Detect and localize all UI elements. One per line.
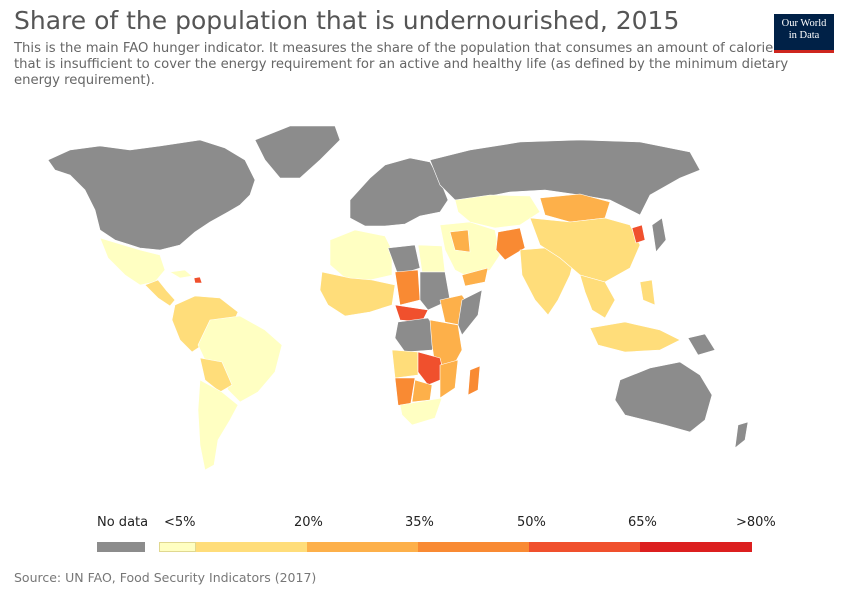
legend-label-2: 35% bbox=[405, 515, 434, 530]
legend-no-data-swatch[interactable] bbox=[97, 542, 145, 552]
region-libya[interactable] bbox=[387, 244, 421, 276]
legend: No data <5% 20% 35% 50% 65% >80% bbox=[0, 512, 850, 562]
region-zambia-zimbabwe[interactable] bbox=[417, 351, 446, 386]
region-yemen[interactable] bbox=[461, 267, 489, 287]
source-note[interactable]: Source: UN FAO, Food Security Indicators… bbox=[14, 570, 317, 585]
legend-label-5: >80% bbox=[736, 515, 776, 530]
region-north-america[interactable] bbox=[47, 139, 256, 251]
region-southeast-asia[interactable] bbox=[579, 274, 616, 319]
legend-no-data-label: No data bbox=[97, 515, 149, 530]
legend-swatch-4[interactable] bbox=[529, 542, 640, 552]
region-egypt[interactable] bbox=[417, 244, 446, 273]
region-southern-cone[interactable] bbox=[197, 379, 239, 471]
legend-swatch-0[interactable] bbox=[159, 542, 196, 552]
legend-swatch-3[interactable] bbox=[418, 542, 529, 552]
region-iraq[interactable] bbox=[449, 229, 471, 253]
region-philippines[interactable] bbox=[639, 279, 656, 306]
region-brazil[interactable] bbox=[197, 315, 283, 403]
region-chad[interactable] bbox=[394, 269, 421, 306]
legend-swatch-5[interactable] bbox=[640, 542, 752, 552]
region-new-zealand[interactable] bbox=[734, 421, 749, 449]
region-madagascar[interactable] bbox=[467, 365, 481, 396]
region-angola[interactable] bbox=[391, 349, 419, 379]
region-greenland[interactable] bbox=[254, 125, 341, 179]
region-china[interactable] bbox=[529, 217, 641, 283]
legend-label-1: 20% bbox=[294, 515, 323, 530]
region-caribbean[interactable] bbox=[169, 269, 193, 279]
region-papua-new-guinea[interactable] bbox=[687, 333, 716, 356]
region-paraguay-bolivia[interactable] bbox=[199, 357, 233, 393]
region-north-korea[interactable] bbox=[631, 224, 646, 244]
chart-subtitle: This is the main FAO hunger indicator. I… bbox=[14, 41, 789, 88]
region-mozambique[interactable] bbox=[439, 359, 459, 399]
region-north-africa[interactable] bbox=[329, 229, 393, 281]
region-haiti[interactable] bbox=[193, 276, 203, 284]
legend-label-0: <5% bbox=[164, 515, 196, 530]
region-south-africa[interactable] bbox=[399, 397, 443, 426]
region-indonesia[interactable] bbox=[589, 321, 681, 353]
logo-line-2: in Data bbox=[788, 30, 820, 41]
legend-label-4: 65% bbox=[628, 515, 657, 530]
region-afghanistan[interactable] bbox=[495, 227, 526, 261]
region-west-africa[interactable] bbox=[319, 271, 396, 317]
region-australia[interactable] bbox=[614, 361, 713, 433]
legend-swatch-1[interactable] bbox=[196, 542, 307, 552]
legend-swatch-2[interactable] bbox=[307, 542, 418, 552]
region-central-asia[interactable] bbox=[454, 194, 541, 229]
region-europe[interactable] bbox=[349, 157, 449, 227]
region-somalia[interactable] bbox=[457, 289, 483, 336]
owid-logo[interactable]: Our World in Data bbox=[774, 14, 834, 53]
legend-label-3: 50% bbox=[517, 515, 546, 530]
logo-line-1: Our World bbox=[781, 18, 827, 29]
region-central-america[interactable] bbox=[144, 279, 176, 307]
region-japan[interactable] bbox=[651, 217, 667, 253]
chart-title: Share of the population that is undernou… bbox=[14, 6, 680, 35]
world-map bbox=[47, 125, 749, 471]
region-drc[interactable] bbox=[394, 317, 441, 353]
